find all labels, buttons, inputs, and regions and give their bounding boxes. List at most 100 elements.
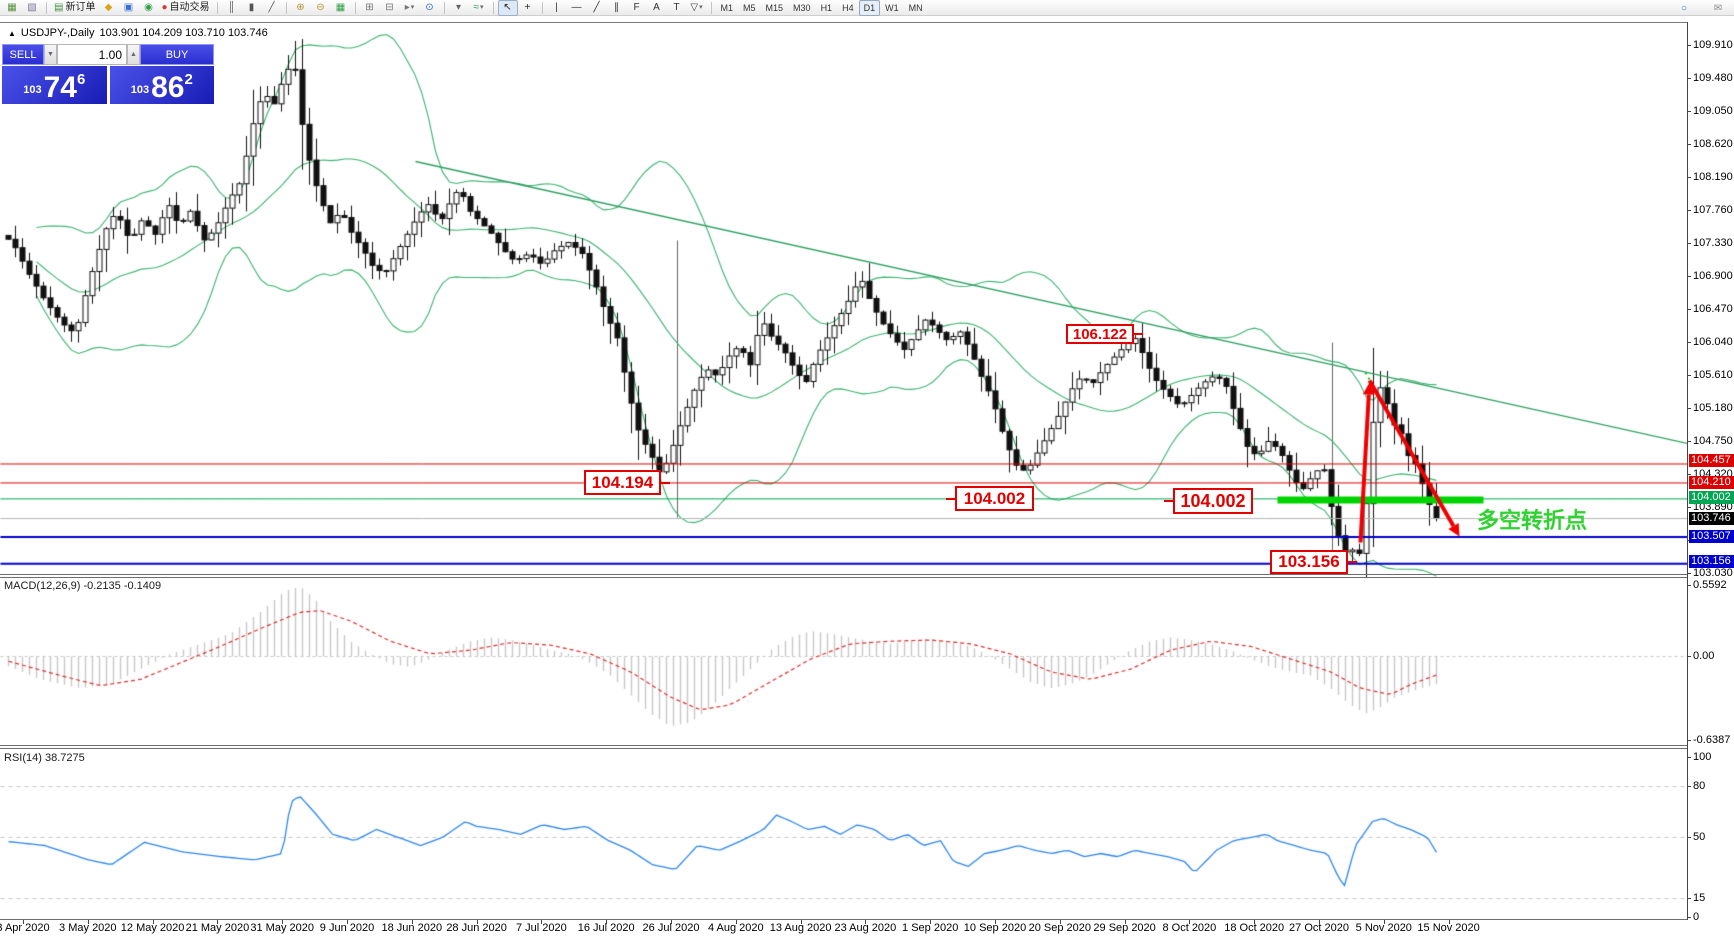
- new-chart-dropdown-icon[interactable]: ▸ ▾: [400, 0, 420, 16]
- new-order-button[interactable]: ▤ 新订单: [51, 0, 98, 16]
- horizontal-line-tool-icon[interactable]: —: [567, 0, 587, 16]
- timeframe-mn[interactable]: MN: [908, 2, 923, 13]
- chart-bottom-border: [0, 919, 1687, 920]
- axis-tick: [1687, 144, 1691, 145]
- tile-windows-icon[interactable]: ▦: [331, 0, 351, 16]
- bar-chart-mode-icon[interactable]: ║: [222, 0, 242, 16]
- date-label: 23 Aug 2020: [834, 922, 897, 934]
- indicators-icon: ≈: [473, 1, 479, 13]
- date-label: 18 Oct 2020: [1224, 922, 1285, 934]
- price-tick-label: 106.900: [1693, 270, 1733, 282]
- date-tick: [1383, 920, 1385, 924]
- price-label-connector: [1348, 561, 1357, 563]
- date-tick: [671, 920, 672, 924]
- shapes-tool-dropdown-icon[interactable]: ▾: [699, 3, 703, 11]
- trendline-tool-icon[interactable]: ╱: [587, 0, 607, 16]
- pane-separator[interactable]: [0, 574, 1687, 575]
- timeframe-d1[interactable]: D1: [858, 0, 881, 16]
- rsi-pane[interactable]: [0, 748, 1687, 920]
- main-price-chart[interactable]: [0, 22, 1687, 578]
- pane-separator[interactable]: [0, 577, 1687, 578]
- window-collapse-icon[interactable]: ▲: [8, 28, 16, 38]
- timeframe-m15[interactable]: M15: [765, 2, 784, 13]
- rsi-tick-label: 0: [1693, 911, 1700, 923]
- timeframe-w1[interactable]: W1: [885, 2, 899, 13]
- chart-price-label[interactable]: 106.122: [1066, 324, 1134, 344]
- chart-styles-icon[interactable]: ◆: [98, 0, 118, 16]
- cursor-tool-icon: ↖: [503, 1, 512, 13]
- signals-icon[interactable]: ◉: [138, 0, 158, 16]
- price-tick-label: 108.190: [1693, 171, 1733, 183]
- date-label: 20 Sep 2020: [1028, 922, 1091, 934]
- auto-scroll-icon[interactable]: ⊞: [360, 0, 380, 16]
- buy-button[interactable]: BUY: [140, 44, 214, 65]
- pane-separator[interactable]: [0, 748, 1687, 749]
- pane-separator[interactable]: [0, 745, 1687, 746]
- fibonacci-tool-icon[interactable]: F: [627, 0, 647, 16]
- sell-button[interactable]: SELL: [2, 44, 44, 65]
- shapes-tool-icon[interactable]: ▽ ▾: [687, 0, 707, 16]
- cursor-tool-icon[interactable]: ↖: [497, 0, 518, 16]
- timeframe-m5[interactable]: M5: [743, 2, 756, 13]
- axis-tick: [1687, 276, 1691, 277]
- chart-shift-icon[interactable]: ⊟: [380, 0, 400, 16]
- zoom-out-icon[interactable]: ⊖: [311, 0, 331, 16]
- date-tick: [152, 920, 154, 924]
- chart-window-icon: ▣: [123, 1, 134, 13]
- timeframe-h4[interactable]: H4: [842, 2, 854, 13]
- symbol-ohlc: 103.901 104.209 103.710 103.746: [99, 27, 268, 39]
- new-chart-dropdown-dropdown-icon[interactable]: ▾: [410, 3, 415, 11]
- date-label: 4 Aug 2020: [707, 922, 764, 934]
- date-tick: [541, 920, 543, 924]
- volume-increase-button[interactable]: ▲: [127, 44, 140, 65]
- price-label-connector: [946, 497, 955, 500]
- text-label-tool-icon[interactable]: T: [667, 0, 687, 16]
- search-icon[interactable]: ○: [1680, 3, 1688, 14]
- community-chat-icon[interactable]: ✉: [1713, 3, 1723, 14]
- chart-price-label[interactable]: 104.194: [584, 470, 661, 495]
- zoom-in-icon[interactable]: ⊕: [291, 0, 311, 16]
- new-chart-icon: ▦: [7, 1, 17, 13]
- sell-price-display[interactable]: 103 74 6: [2, 66, 107, 104]
- vertical-line-tool-icon[interactable]: |: [547, 0, 567, 16]
- date-label: 27 Oct 2020: [1289, 922, 1349, 934]
- sell-price-small: 103: [23, 84, 42, 96]
- templates-dropdown-icon[interactable]: ▾: [449, 0, 469, 16]
- new-chart-icon[interactable]: ▦: [2, 0, 22, 16]
- timeframe-h1[interactable]: H1: [820, 2, 833, 13]
- turning-point-note[interactable]: 多空转折点: [1477, 508, 1588, 533]
- indicators-icon[interactable]: ≈ ▾: [469, 0, 489, 16]
- chart-window-icon[interactable]: ▣: [118, 0, 138, 16]
- timeframe-m1[interactable]: M1: [720, 2, 734, 13]
- line-chart-mode-icon[interactable]: ╱: [262, 0, 282, 16]
- trendline-tool-icon: ╱: [593, 1, 600, 13]
- period-clock-icon[interactable]: ⊙: [420, 0, 440, 16]
- chart-price-label[interactable]: 104.002: [1173, 488, 1253, 514]
- indicators-dropdown-icon[interactable]: ▾: [479, 3, 484, 11]
- timeframe-m30[interactable]: M30: [793, 2, 811, 13]
- candlestick-mode-icon[interactable]: ▮: [242, 0, 262, 16]
- date-tick: [995, 920, 996, 924]
- volume-decrease-button[interactable]: ▼: [44, 44, 57, 65]
- macd-pane[interactable]: [0, 578, 1687, 748]
- toolbar-separator: [354, 1, 356, 14]
- axis-price-marker: 104.002: [1689, 491, 1734, 504]
- volume-input[interactable]: [57, 44, 127, 65]
- axis-tick: [1687, 111, 1691, 112]
- text-tool-icon[interactable]: A: [647, 0, 667, 16]
- candlestick-mode-icon: ▮: [248, 1, 255, 13]
- chart-price-label[interactable]: 103.156: [1270, 550, 1348, 574]
- chart-price-label[interactable]: 104.002: [955, 486, 1034, 511]
- chart-preview-icon[interactable]: ▧: [22, 0, 42, 16]
- sell-price-sup: 6: [76, 71, 86, 88]
- channel-tool-icon[interactable]: ∥: [607, 0, 627, 16]
- date-label: 5 Nov 2020: [1355, 922, 1412, 934]
- horizontal-line-tool-icon: —: [571, 1, 582, 13]
- crosshair-tool-icon[interactable]: +: [518, 0, 538, 16]
- toolbar-separator: [541, 1, 543, 14]
- autotrading-button[interactable]: ● 自动交易: [158, 0, 212, 16]
- rsi-tick-label: 80: [1693, 780, 1706, 792]
- buy-price-display[interactable]: 103 86 2: [109, 66, 214, 104]
- date-tick: [1124, 920, 1126, 924]
- rsi-tick-label: 100: [1693, 751, 1712, 763]
